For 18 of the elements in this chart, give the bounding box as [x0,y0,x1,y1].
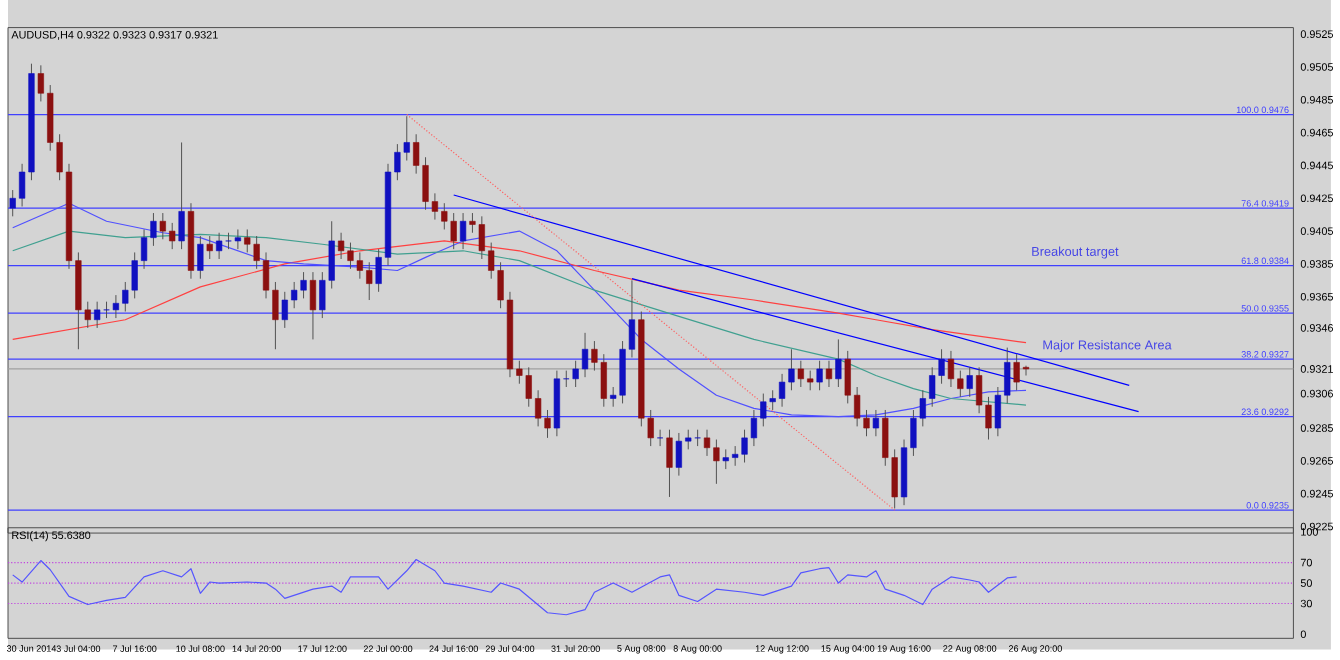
line-series [12,202,1027,418]
candlestick [459,212,467,250]
candlestick [966,366,973,398]
candlestick [835,338,842,388]
candlestick [872,409,880,437]
candlestick [206,235,213,260]
candlestick [825,360,833,388]
candlestick [816,360,823,391]
line-series [12,558,1018,616]
candlestick [309,271,317,340]
candlestick [656,429,664,447]
candlestick [216,232,223,260]
line-series [12,240,1027,344]
candlestick [234,228,241,250]
candlestick [197,235,204,280]
candlestick [178,141,185,250]
candlestick [666,429,673,498]
candlestick [94,301,101,329]
